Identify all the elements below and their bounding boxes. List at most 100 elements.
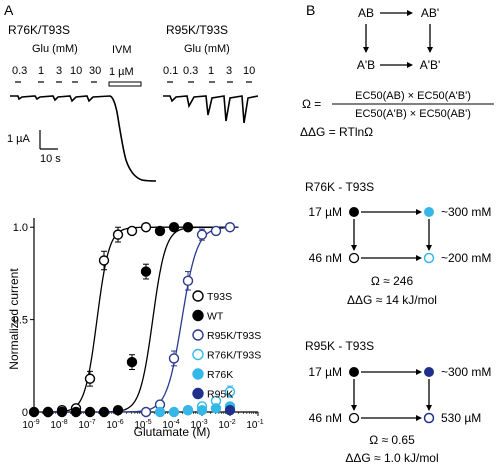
data-point-r95k-t93s (168, 353, 180, 364)
cycle-r95k-node-double (423, 412, 435, 424)
data-point-t93s (126, 225, 138, 237)
x-tick-label: 10-5 (134, 419, 151, 431)
trace-right-conc: 1 (208, 65, 214, 77)
cycle-r76k-bottom-right: ~200 mM (441, 251, 491, 265)
data-point-wt (28, 406, 40, 418)
trace-right-conc: 3 (226, 65, 232, 77)
data-point-r76k (168, 406, 180, 418)
cycle-r95k-top-right: ~300 mM (441, 365, 491, 379)
legend-label: R95K/T93S (207, 330, 261, 342)
trace-right-conc: 0.1 (163, 65, 178, 77)
panel-b-label: B (306, 2, 315, 18)
trace-right-current (163, 95, 259, 124)
thermodynamic-cycle: AB AB' A'B A'B' (357, 6, 440, 72)
legend-marker (192, 348, 204, 361)
cycle-r95k: R95K - T93S 17 µM ~300 mM 46 nM 530 µM Ω… (305, 339, 491, 465)
cycle-r95k-bottom-left: 46 nM (309, 411, 342, 425)
cycle-r76k-ddg: ΔΔG ≈ 14 kJ/mol (347, 293, 437, 307)
dose-response-chart: 10-9 10-8 10-7 10-6 10-5 10-4 10-3 10-2 10-1 0 0.5… (7, 218, 264, 439)
data-point-r95k (224, 404, 236, 416)
y-tick-label: 1.0 (13, 222, 28, 234)
data-point-wt (182, 222, 194, 233)
data-point-wt (154, 225, 166, 237)
x-axis-label: Glutamate (M) (134, 425, 211, 439)
legend-label: R76K/T93S (207, 350, 261, 362)
data-point-wt (98, 406, 110, 418)
trace-right-conc: 10 (243, 65, 255, 77)
trace-left-conc: 0.3 (12, 65, 27, 77)
legend-label: WT (207, 311, 224, 323)
data-point-wt (140, 266, 152, 277)
cycle-r95k-node-wt (349, 367, 359, 377)
ivm-application-bar (108, 81, 142, 87)
trace-right-conc-labels: 0.1 0.3 1 3 10 (163, 65, 255, 77)
cycle-r76k-omega: Ω ≈ 246 (371, 274, 414, 288)
legend-label: T93S (207, 291, 232, 303)
data-point-r76k-t93s (224, 386, 236, 397)
cycle-r76k-top-right: ~300 mM (441, 205, 491, 219)
cycle-r76k-node-t93s (348, 252, 360, 264)
cycle-r76k-title: R76K - T93S (305, 180, 374, 194)
data-point-r76k (210, 403, 222, 414)
trace-right-conc: 0.3 (183, 65, 198, 77)
data-point-r95k-t93s (224, 222, 236, 233)
chart-legend: T93S WT R95K/T93S R76K/T93S R76K R95K (192, 290, 261, 401)
trace-left-conc: 3 (56, 65, 62, 77)
cycle-r95k-ddg: ΔΔG ≈ 1.0 kJ/mol (345, 451, 438, 465)
cycle-r76k-top-left: 17 µM (308, 205, 342, 219)
data-point-t93s (140, 222, 152, 233)
legend-marker (192, 368, 204, 380)
data-point-r95k-t93s (182, 275, 194, 287)
trace-left-glu-label: Glu (mM) (32, 43, 78, 55)
data-point-wt (126, 356, 138, 368)
omega-denominator: EC50(A'B) × EC50(AB') (355, 108, 471, 120)
data-point-wt (70, 406, 82, 418)
cycle-r76k-node-mut (424, 207, 434, 217)
data-point-wt (84, 406, 96, 418)
trace-left-conc: 10 (70, 65, 82, 77)
legend-label: R76K (207, 369, 233, 381)
cycle-r95k-omega: Ω ≈ 0.65 (369, 433, 415, 447)
cycle-r95k-node-t93s (348, 412, 360, 424)
legend-marker (192, 290, 204, 302)
cycle-r76k: R76K - T93S 17 µM ~300 mM 46 nM ~200 mM … (305, 180, 491, 307)
x-tick-label: 10-2 (218, 419, 235, 431)
panel-a-traces: A R76K/T93S Glu (mM) 0.3 1 3 10 30 IVM 1… (4, 2, 259, 182)
delta-delta-g-formula: ΔΔG = RTlnΩ (300, 125, 373, 139)
trace-right-title: R95K/T93S (166, 23, 228, 37)
panel-b: B AB AB' A'B A'B' Ω = EC50(AB) × EC50(A'… (300, 2, 494, 465)
x-tick-label: 10-1 (246, 419, 263, 431)
data-point-r76k (182, 404, 194, 416)
x-tick-label: 10-9 (22, 419, 39, 431)
scale-time: 10 s (40, 153, 61, 165)
cycle-r95k-bottom-right: 530 µM (441, 411, 481, 425)
x-tick-label: 10-3 (190, 419, 207, 431)
trace-left-conc: 1 (38, 65, 44, 77)
omega-numerator: EC50(AB) × EC50(A'B') (355, 90, 471, 102)
omega-equation: Ω = EC50(AB) × EC50(A'B') EC50(A'B) × EC… (300, 90, 494, 139)
data-point-t93s (84, 373, 96, 384)
trace-left-title: R76K/T93S (8, 23, 70, 37)
data-point-r76k (196, 404, 208, 416)
legend-marker (192, 329, 204, 341)
chart-axis-lines (33, 218, 258, 413)
cycle-r76k-bottom-left: 46 nM (309, 251, 342, 265)
omega-symbol: Ω = (302, 97, 321, 111)
data-point-wt (56, 406, 68, 418)
legend-marker (192, 309, 204, 322)
x-tick-label: 10-6 (106, 419, 123, 431)
x-tick-label: 10-8 (50, 419, 67, 431)
data-point-t93s (112, 229, 124, 240)
state-ab: AB (358, 6, 374, 20)
cycle-r76k-node-wt (349, 207, 359, 217)
cycle-r95k-top-left: 17 µM (308, 365, 342, 379)
data-point-t93s (98, 255, 110, 266)
chart-points (28, 222, 236, 418)
data-point-wt (168, 222, 180, 233)
x-tick-label: 10-4 (162, 419, 179, 431)
trace-left-conc: 30 (89, 65, 101, 77)
data-point-r76k (154, 406, 166, 418)
y-tick-label: 0.5 (13, 315, 28, 327)
cycle-r95k-title: R95K - T93S (305, 339, 374, 353)
